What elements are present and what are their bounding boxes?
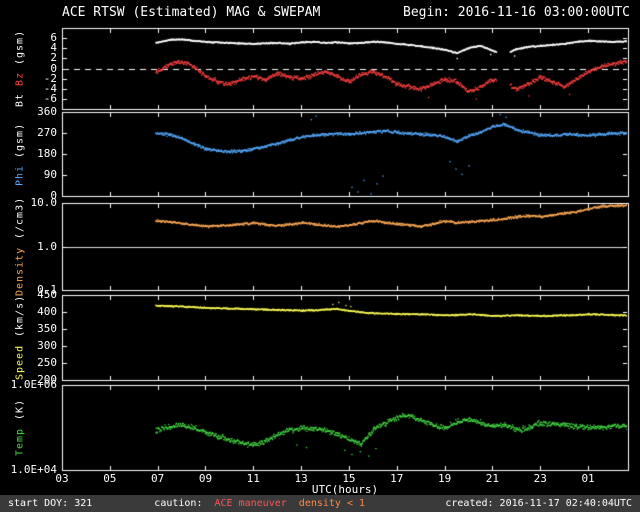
ace-rtsw-plot: ACE RTSW (Estimated) MAG & SWEPAM Begin:…: [0, 0, 640, 512]
plot-canvas: [0, 0, 640, 512]
